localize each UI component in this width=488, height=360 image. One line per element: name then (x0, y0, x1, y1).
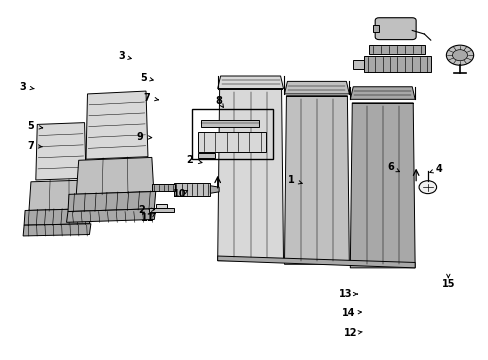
Polygon shape (349, 103, 414, 268)
Text: 10: 10 (173, 189, 186, 199)
Text: 12: 12 (344, 328, 357, 338)
Text: 15: 15 (441, 279, 454, 289)
Polygon shape (217, 89, 283, 261)
Polygon shape (198, 132, 266, 152)
Polygon shape (156, 204, 167, 208)
Polygon shape (284, 96, 348, 264)
Text: 3: 3 (19, 82, 26, 92)
Text: 5: 5 (140, 73, 146, 83)
Polygon shape (372, 25, 378, 32)
Polygon shape (68, 192, 156, 212)
Polygon shape (152, 184, 175, 192)
Circle shape (418, 181, 436, 194)
Polygon shape (76, 157, 154, 194)
Polygon shape (29, 180, 89, 211)
Polygon shape (217, 76, 283, 89)
FancyBboxPatch shape (374, 18, 415, 40)
Polygon shape (24, 209, 91, 225)
Text: 3: 3 (118, 51, 125, 61)
Polygon shape (363, 56, 430, 72)
Polygon shape (352, 59, 363, 69)
Polygon shape (66, 209, 156, 222)
Circle shape (451, 50, 467, 61)
Text: 13: 13 (339, 289, 352, 299)
Text: 6: 6 (386, 162, 393, 172)
Text: 9: 9 (136, 132, 143, 142)
Polygon shape (210, 186, 219, 193)
Polygon shape (217, 256, 414, 268)
Text: 2: 2 (186, 155, 193, 165)
Text: 14: 14 (342, 308, 355, 318)
Text: 7: 7 (143, 93, 150, 103)
Circle shape (446, 45, 473, 65)
Text: 8: 8 (215, 96, 222, 106)
Text: 7: 7 (27, 141, 34, 151)
Text: 5: 5 (27, 121, 34, 131)
Polygon shape (86, 91, 148, 159)
Text: 4: 4 (434, 164, 441, 174)
Polygon shape (198, 153, 215, 158)
Text: 2: 2 (139, 206, 145, 216)
Polygon shape (23, 224, 91, 236)
Text: 11: 11 (141, 213, 154, 222)
Polygon shape (173, 183, 210, 196)
Polygon shape (149, 208, 173, 212)
Polygon shape (284, 81, 348, 94)
Text: 1: 1 (287, 175, 294, 185)
Bar (191, 109, 272, 159)
Polygon shape (368, 45, 424, 54)
Polygon shape (36, 123, 86, 180)
Polygon shape (200, 120, 259, 127)
Polygon shape (349, 87, 414, 99)
